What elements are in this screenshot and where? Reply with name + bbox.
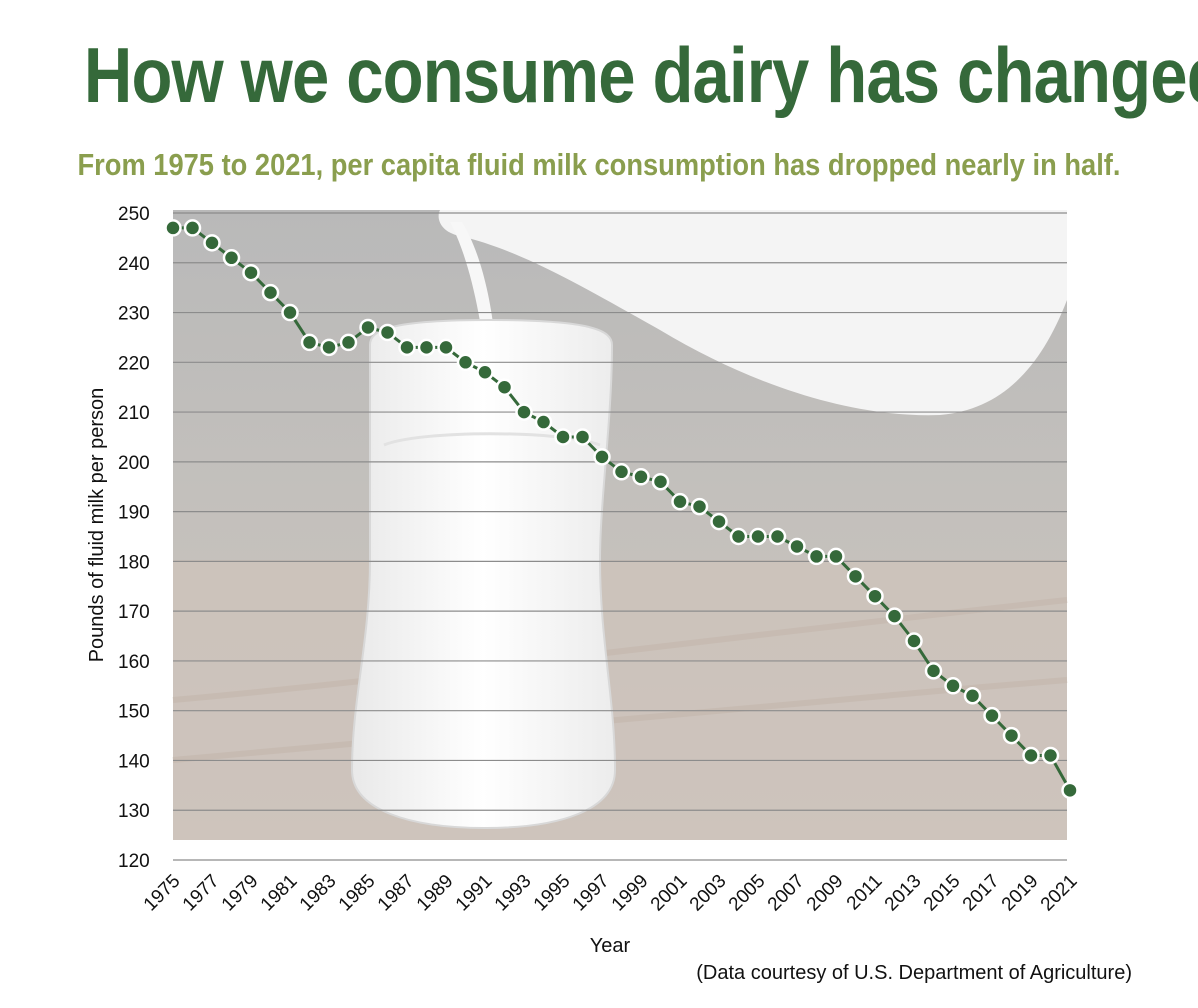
x-axis-ticks: 1975197719791981198319851987198919911993… [140,871,1082,916]
y-tick-label: 160 [118,652,150,673]
data-point [359,318,377,337]
x-tick-label: 1999 [608,871,653,916]
data-point [320,338,338,357]
data-point [632,468,650,486]
data-point [963,687,982,705]
data-point [300,333,319,352]
x-tick-label: 1981 [257,871,302,916]
x-tick-label: 2011 [843,871,887,915]
data-point [203,234,221,252]
data-point [222,249,241,267]
data-point [164,219,182,237]
series-milk-consumption [164,219,1079,800]
data-point [417,338,436,357]
y-tick-label: 150 [118,702,150,723]
data-point [807,547,826,566]
x-tick-label: 1977 [179,871,224,916]
data-point [1002,726,1021,745]
data-point [710,512,728,531]
y-tick-label: 250 [118,204,150,225]
x-tick-label: 2009 [803,871,848,916]
x-tick-label: 1983 [296,871,341,916]
y-tick-label: 130 [118,801,150,822]
data-point [476,363,494,382]
data-point [612,463,631,481]
x-tick-label: 2003 [686,871,731,916]
data-point [671,492,689,511]
x-tick-label: 2019 [998,871,1043,916]
x-tick-label: 2005 [725,871,770,916]
y-axis-title: Pounds of fluid milk per person [86,388,108,663]
x-tick-label: 1985 [335,871,380,916]
x-tick-label: 1991 [452,871,497,916]
data-point [1041,746,1060,765]
data-point [261,283,280,302]
x-tick-label: 1979 [218,871,263,916]
x-tick-label: 2007 [764,871,809,916]
data-point [593,448,611,466]
x-tick-label: 2017 [959,871,1004,916]
x-tick-label: 1989 [413,871,458,916]
y-tick-label: 140 [118,751,150,772]
y-tick-label: 210 [118,403,150,424]
y-tick-label: 190 [118,503,150,524]
x-tick-label: 1993 [491,871,536,916]
data-point [495,378,514,396]
x-tick-label: 2021 [1037,871,1082,916]
y-axis-ticks: 120 130 140 150 160 170 180 190 200 210 220 230 240 2… [118,204,150,872]
data-point [983,706,1001,725]
y-tick-label: 200 [118,453,150,474]
table-surface [173,560,1067,840]
data-point [651,473,670,491]
data-point [788,537,806,556]
data-point [1022,746,1040,765]
data-point [378,323,397,342]
data-point [456,353,475,372]
x-tick-label: 2001 [647,871,692,916]
data-point [846,567,865,586]
data-point [729,527,748,546]
data-point [1061,781,1079,800]
data-point [690,497,709,516]
data-point [768,527,787,546]
y-tick-label: 230 [118,304,150,325]
page-title: How we consume dairy has changed [83,31,1198,119]
x-axis-title: Year [590,935,631,957]
data-point [924,662,943,680]
x-tick-label: 1987 [374,871,419,916]
y-tick-label: 120 [118,851,150,872]
y-tick-label: 170 [118,602,150,623]
data-point [749,527,767,546]
x-tick-label: 1995 [530,871,575,916]
data-point [515,403,533,421]
data-point [905,632,923,650]
background-photo [172,210,1068,840]
data-point [281,303,299,322]
x-tick-label: 2013 [881,871,926,916]
data-point [534,413,553,431]
page-subtitle: From 1975 to 2021, per capita fluid milk… [77,147,1121,182]
data-point [398,338,416,357]
data-point [437,338,455,357]
milk-glass [350,318,617,830]
x-tick-label: 1997 [569,871,614,916]
y-tick-label: 240 [118,254,150,275]
data-point [339,333,358,352]
data-point [554,428,572,446]
data-point [885,607,904,625]
data-point [827,547,845,566]
gridlines [173,212,1067,861]
data-point [866,587,884,605]
data-point [242,263,260,282]
data-point [944,677,962,695]
x-tick-label: 2015 [920,871,965,916]
data-point [573,428,592,446]
x-tick-label: 1975 [140,871,185,916]
y-tick-label: 180 [118,552,150,573]
y-tick-label: 220 [118,353,150,374]
data-point [183,219,202,237]
data-source-note: (Data courtesy of U.S. Department of Agr… [696,962,1132,984]
